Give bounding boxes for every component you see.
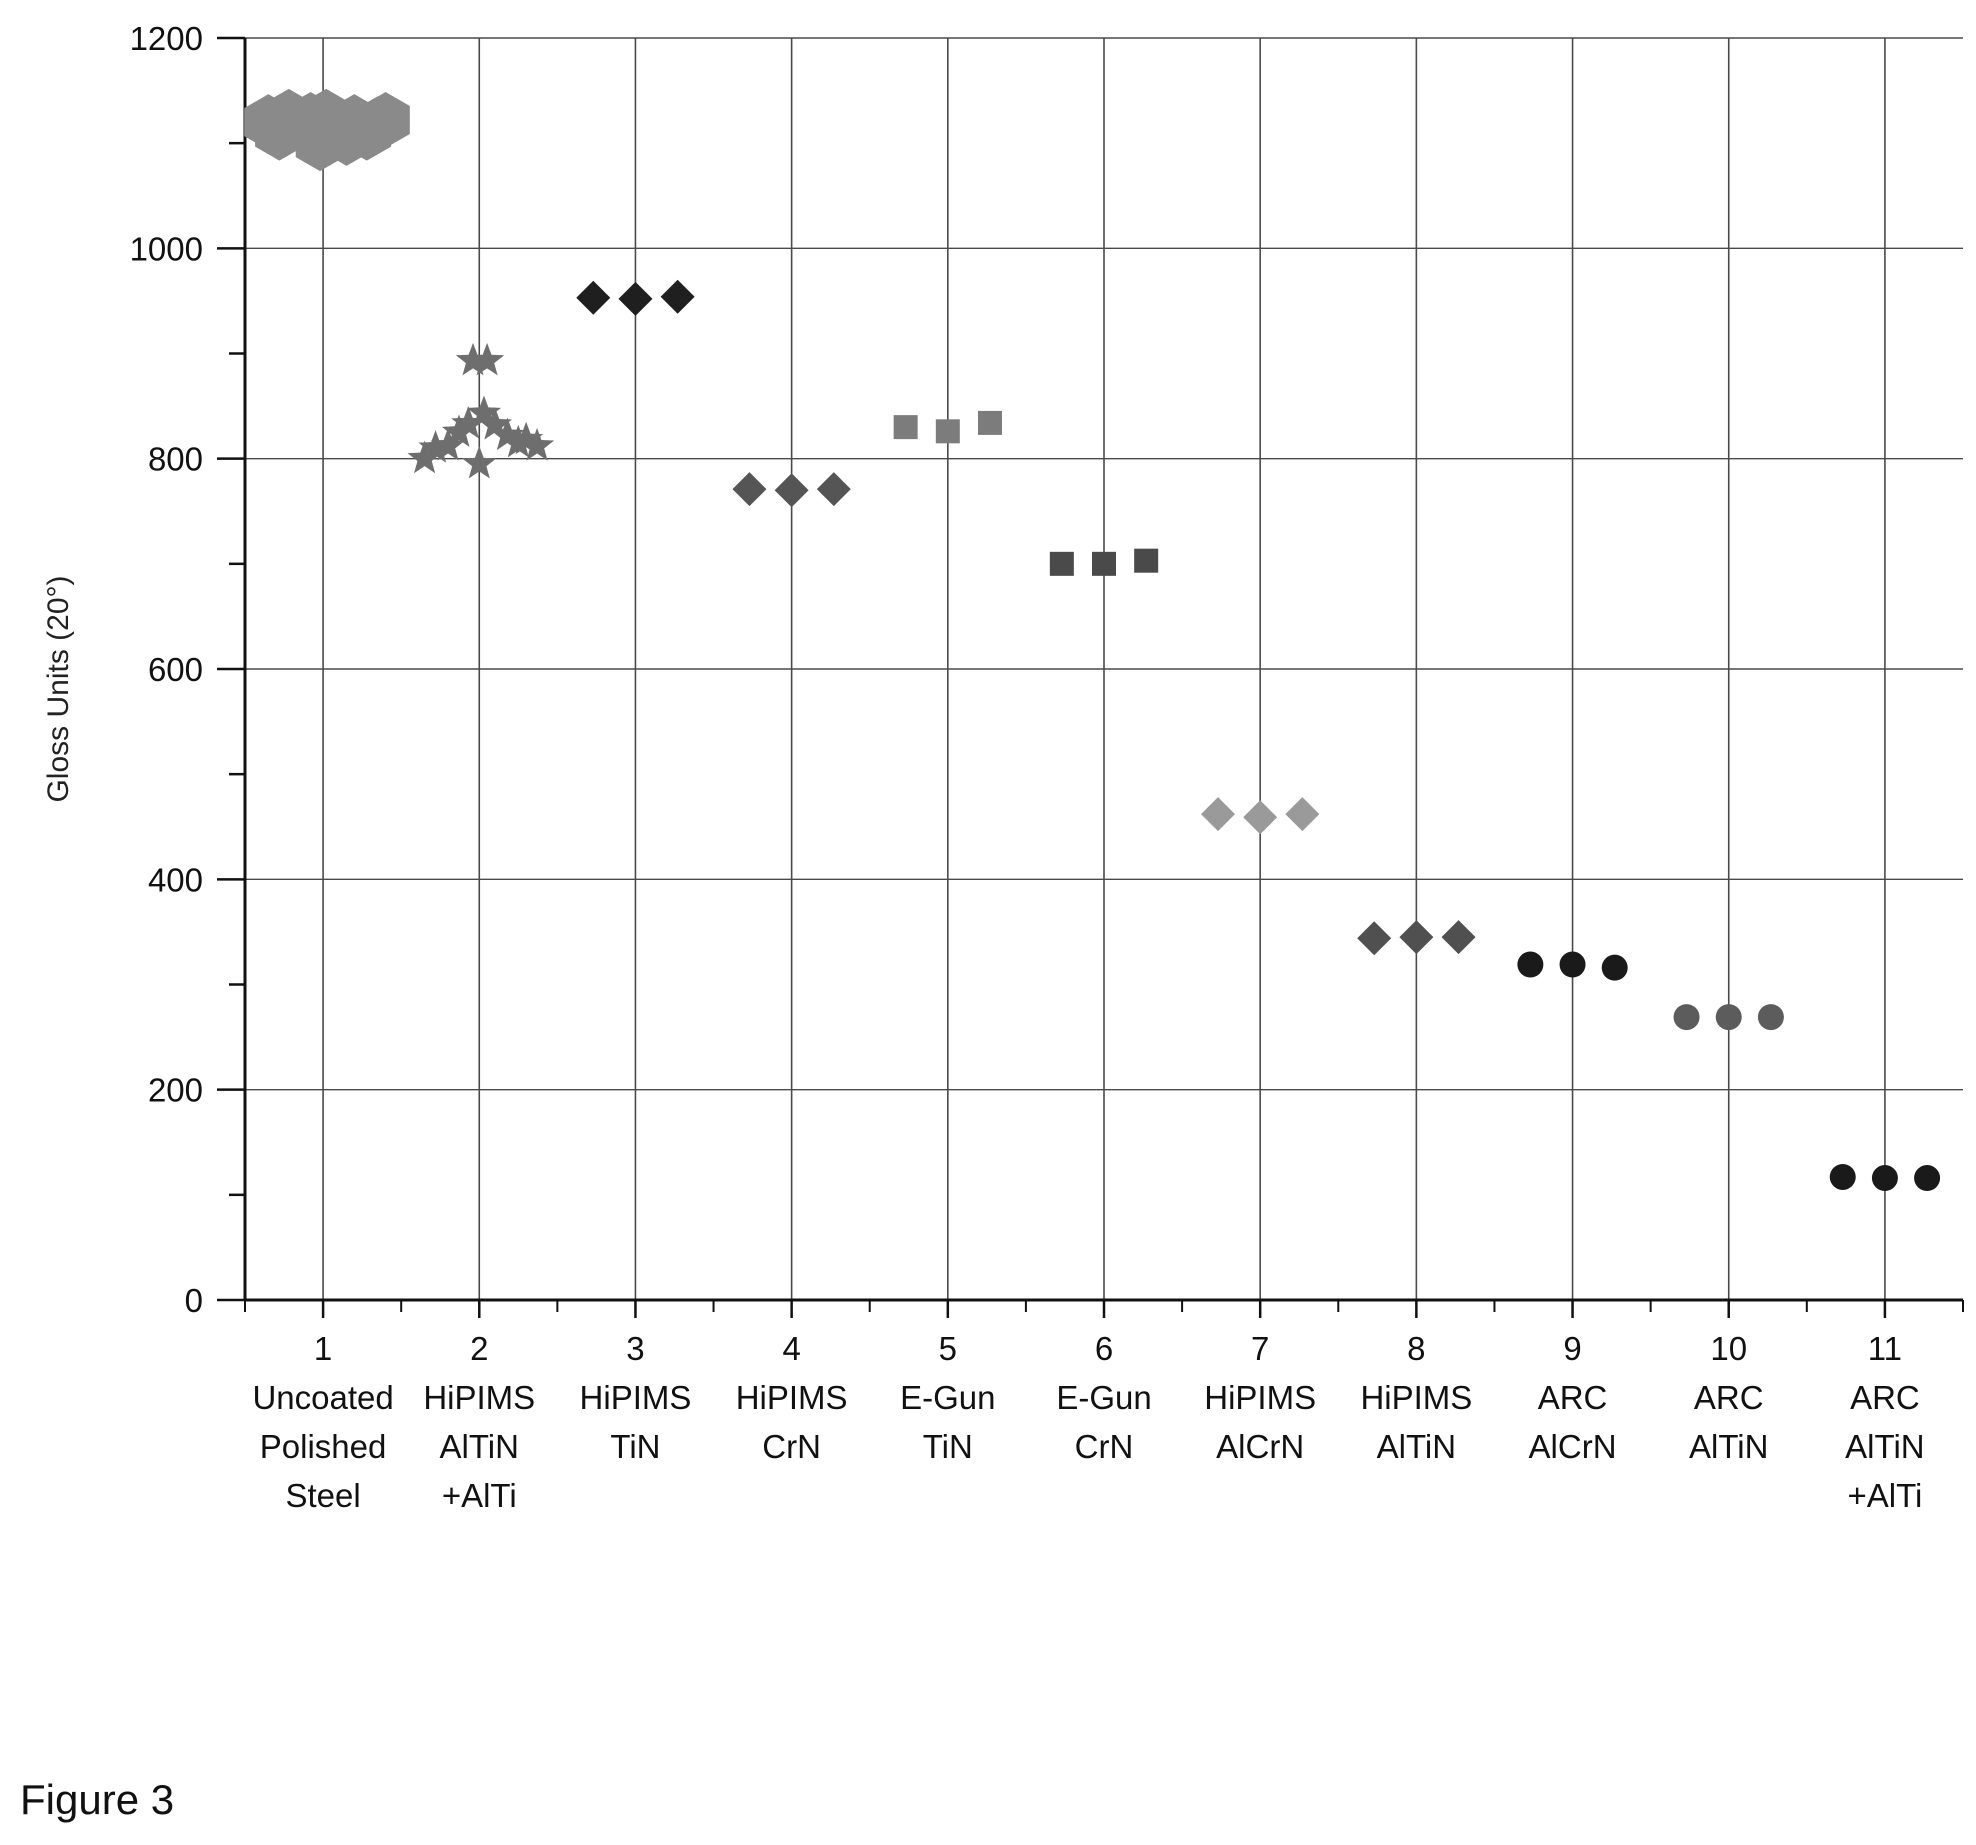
figure-caption: Figure 3: [20, 1776, 175, 1823]
data-point-diamond: [1441, 920, 1476, 955]
data-point-star: [407, 440, 442, 474]
data-point-diamond: [816, 472, 851, 507]
x-category-label-line: HiPIMS: [580, 1379, 692, 1416]
x-category-label-line: TiN: [923, 1428, 973, 1465]
x-category-label-line: AlTiN: [1689, 1428, 1768, 1465]
data-point-star: [490, 417, 525, 451]
x-category-label-line: 2: [470, 1330, 488, 1367]
data-point-diamond: [774, 473, 809, 508]
y-tick-label: 200: [148, 1072, 203, 1109]
x-category-label-line: +AlTi: [442, 1477, 517, 1514]
data-point-diamond: [618, 281, 653, 316]
x-category-label-line: Steel: [285, 1477, 360, 1514]
x-category-label-line: AlCrN: [1529, 1428, 1617, 1465]
data-point-diamond: [1243, 800, 1278, 835]
grid-lines: [245, 37, 1963, 1300]
data-point-diamond: [732, 472, 767, 507]
x-category-label-line: ARC: [1694, 1379, 1764, 1416]
x-category-label-line: 9: [1563, 1330, 1581, 1367]
x-category-label-line: 3: [626, 1330, 644, 1367]
data-point-circle: [1914, 1165, 1941, 1192]
x-category-label-line: +AlTi: [1847, 1477, 1922, 1514]
x-category-label-line: HiPIMS: [736, 1379, 848, 1416]
x-category-label-line: E-Gun: [900, 1379, 995, 1416]
data-point-diamond: [1399, 920, 1434, 955]
y-axis-ticks: 0 200 400 600 800 1000 1200: [130, 20, 245, 1319]
data-point-hexagon: [361, 92, 410, 149]
data-point-star: [477, 407, 513, 440]
data-point-circle: [1829, 1163, 1856, 1190]
data-point-star: [466, 395, 502, 429]
data-point-circle: [1559, 951, 1586, 978]
x-category-label-line: ARC: [1538, 1379, 1608, 1416]
x-category-label-line: 1: [314, 1330, 332, 1367]
x-category-label-line: 10: [1710, 1330, 1747, 1367]
data-point-circle: [1871, 1165, 1898, 1192]
data-point-star: [462, 445, 497, 479]
x-category-label-line: HiPIMS: [1360, 1379, 1472, 1416]
data-point-square: [935, 419, 960, 444]
data-point-circle: [1757, 1004, 1784, 1031]
data-point-star: [451, 405, 486, 439]
data-point-square: [1134, 548, 1159, 573]
x-category-label-line: 8: [1407, 1330, 1425, 1367]
y-tick-label: 800: [148, 441, 203, 478]
x-category-label-line: AlCrN: [1216, 1428, 1304, 1465]
x-category-label-line: 4: [782, 1330, 800, 1367]
data-points: [244, 88, 1941, 1192]
data-point-circle: [1673, 1004, 1700, 1031]
x-category-label-line: HiPIMS: [1204, 1379, 1316, 1416]
data-point-diamond: [1285, 797, 1320, 832]
x-category-label-line: AlTiN: [440, 1428, 519, 1465]
data-point-star: [430, 428, 466, 461]
y-tick-label: 1000: [130, 230, 203, 267]
data-point-square: [1092, 551, 1116, 576]
x-category-label-line: ARC: [1850, 1379, 1920, 1416]
y-tick-label: 0: [185, 1282, 203, 1319]
x-category-label-line: CrN: [762, 1428, 821, 1465]
x-category-label-line: 7: [1251, 1330, 1269, 1367]
x-category-label-line: TiN: [610, 1428, 660, 1465]
data-point-circle: [1517, 951, 1544, 978]
x-category-label-line: Polished: [260, 1428, 387, 1465]
x-category-label-line: E-Gun: [1056, 1379, 1151, 1416]
data-point-square: [1049, 551, 1074, 576]
data-point-star: [441, 414, 477, 447]
x-axis-category-labels: 1 Uncoated Polished Steel 2 HiPIMS AlTiN +AlTi 3…: [244, 1300, 1964, 1514]
data-point-star: [509, 421, 544, 455]
x-category-label-line: HiPIMS: [423, 1379, 535, 1416]
data-point-star: [519, 428, 555, 461]
data-point-diamond: [660, 279, 695, 314]
data-point-star: [469, 342, 505, 376]
x-category-label-line: 11: [1868, 1330, 1902, 1367]
data-point-diamond: [576, 280, 611, 315]
y-axis-label: Gloss Units (20°): [42, 575, 75, 802]
y-tick-label: 400: [148, 861, 203, 898]
data-point-diamond: [1201, 797, 1236, 832]
data-point-circle: [1601, 954, 1628, 981]
data-point-star: [418, 430, 453, 463]
x-category-label-line: AlTiN: [1377, 1428, 1456, 1465]
y-tick-label: 1200: [130, 20, 203, 57]
x-category-label-line: Uncoated: [252, 1379, 393, 1416]
x-category-label-line: AlTiN: [1845, 1428, 1924, 1465]
x-category-label-line: CrN: [1075, 1428, 1134, 1465]
data-point-square: [977, 410, 1002, 435]
data-point-circle: [1715, 1004, 1742, 1031]
data-point-star: [455, 342, 491, 376]
data-point-diamond: [1357, 921, 1392, 956]
x-category-label-line: 6: [1095, 1330, 1113, 1367]
y-tick-label: 600: [148, 651, 203, 688]
x-category-label-line: 5: [939, 1330, 957, 1367]
data-point-square: [893, 415, 918, 440]
